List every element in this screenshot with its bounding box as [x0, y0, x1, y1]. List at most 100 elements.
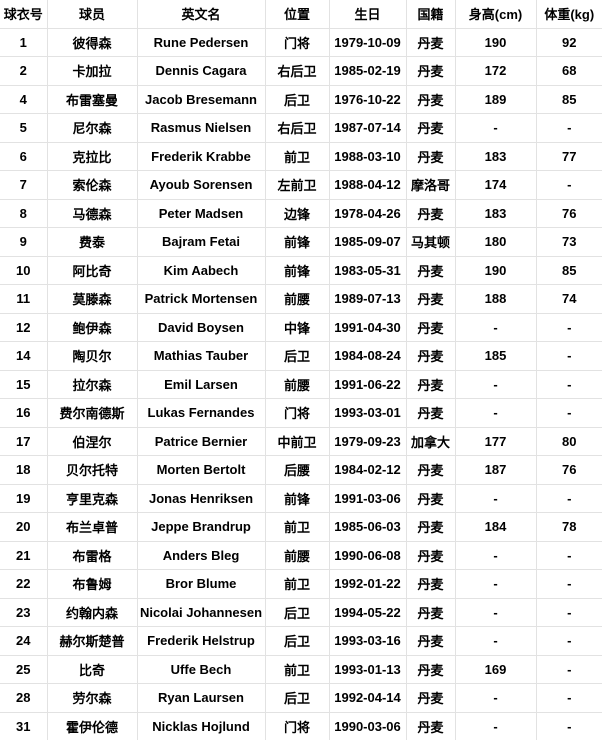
- jersey-number-cell: 16: [0, 398, 48, 428]
- jersey-number-cell: 14: [0, 341, 48, 371]
- player-name-cell: 莫滕森: [46, 284, 138, 314]
- nationality-cell: 丹麦: [405, 569, 456, 599]
- birthday-cell: 1990-06-08: [328, 540, 407, 570]
- player-name-cell: 赫尔斯楚普: [46, 626, 138, 656]
- height-cell: -: [454, 683, 537, 713]
- birthday-cell: 1991-06-22: [328, 369, 407, 399]
- height-cell: 184: [454, 512, 537, 542]
- jersey-number-cell: 1: [0, 27, 48, 57]
- weight-cell: 74: [535, 284, 602, 314]
- column-header-jersey-number: 球衣号: [0, 0, 48, 29]
- birthday-cell: 1987-07-14: [328, 113, 407, 143]
- position-cell: 前锋: [264, 483, 330, 513]
- nationality-cell: 丹麦: [405, 626, 456, 656]
- height-cell: -: [454, 597, 537, 627]
- position-cell: 右后卫: [264, 56, 330, 86]
- english-name-cell: Emil Larsen: [136, 369, 266, 399]
- english-name-cell: Rasmus Nielsen: [136, 113, 266, 143]
- player-name-cell: 布雷格: [46, 540, 138, 570]
- position-cell: 前锋: [264, 227, 330, 257]
- player-name-cell: 劳尔森: [46, 683, 138, 713]
- nationality-cell: 丹麦: [405, 398, 456, 428]
- nationality-cell: 丹麦: [405, 113, 456, 143]
- nationality-cell: 丹麦: [405, 312, 456, 342]
- height-cell: 187: [454, 455, 537, 485]
- position-cell: 左前卫: [264, 170, 330, 200]
- english-name-cell: Nicolai Johannesen: [136, 597, 266, 627]
- height-cell: 188: [454, 284, 537, 314]
- birthday-cell: 1988-03-10: [328, 141, 407, 171]
- jersey-number-cell: 10: [0, 255, 48, 285]
- height-cell: -: [454, 540, 537, 570]
- height-cell: 180: [454, 227, 537, 257]
- nationality-cell: 丹麦: [405, 141, 456, 171]
- weight-cell: -: [535, 369, 602, 399]
- nationality-cell: 丹麦: [405, 683, 456, 713]
- nationality-cell: 丹麦: [405, 512, 456, 542]
- english-name-cell: Lukas Fernandes: [136, 398, 266, 428]
- jersey-number-cell: 22: [0, 569, 48, 599]
- nationality-cell: 丹麦: [405, 597, 456, 627]
- player-name-cell: 费泰: [46, 227, 138, 257]
- player-name-cell: 布兰卓普: [46, 512, 138, 542]
- jersey-number-cell: 9: [0, 227, 48, 257]
- jersey-number-cell: 7: [0, 170, 48, 200]
- player-name-cell: 亨里克森: [46, 483, 138, 513]
- height-cell: -: [454, 398, 537, 428]
- column-header-weight: 体重(kg): [535, 0, 602, 29]
- table-row: 12 鲍伊森 David Boysen 中锋 1991-04-30 丹麦 - -: [0, 312, 602, 342]
- player-name-cell: 费尔南德斯: [46, 398, 138, 428]
- english-name-cell: Jacob Bresemann: [136, 84, 266, 114]
- weight-cell: -: [535, 398, 602, 428]
- birthday-cell: 1991-03-06: [328, 483, 407, 513]
- weight-cell: 85: [535, 84, 602, 114]
- nationality-cell: 丹麦: [405, 654, 456, 684]
- birthday-cell: 1993-03-01: [328, 398, 407, 428]
- height-cell: -: [454, 113, 537, 143]
- english-name-cell: Anders Bleg: [136, 540, 266, 570]
- player-name-cell: 尼尔森: [46, 113, 138, 143]
- birthday-cell: 1990-03-06: [328, 711, 407, 741]
- english-name-cell: Frederik Krabbe: [136, 141, 266, 171]
- table-row: 22 布鲁姆 Bror Blume 前卫 1992-01-22 丹麦 - -: [0, 569, 602, 599]
- weight-cell: -: [535, 540, 602, 570]
- english-name-cell: Ayoub Sorensen: [136, 170, 266, 200]
- birthday-cell: 1984-08-24: [328, 341, 407, 371]
- english-name-cell: Peter Madsen: [136, 198, 266, 228]
- birthday-cell: 1993-01-13: [328, 654, 407, 684]
- height-cell: 183: [454, 198, 537, 228]
- nationality-cell: 丹麦: [405, 255, 456, 285]
- column-header-nationality: 国籍: [405, 0, 456, 29]
- weight-cell: -: [535, 711, 602, 741]
- birthday-cell: 1985-06-03: [328, 512, 407, 542]
- position-cell: 后腰: [264, 455, 330, 485]
- english-name-cell: Patrick Mortensen: [136, 284, 266, 314]
- player-name-cell: 鲍伊森: [46, 312, 138, 342]
- position-cell: 前腰: [264, 284, 330, 314]
- english-name-cell: Jeppe Brandrup: [136, 512, 266, 542]
- height-cell: -: [454, 626, 537, 656]
- nationality-cell: 丹麦: [405, 369, 456, 399]
- height-cell: 190: [454, 255, 537, 285]
- english-name-cell: Jonas Henriksen: [136, 483, 266, 513]
- position-cell: 中锋: [264, 312, 330, 342]
- position-cell: 前卫: [264, 512, 330, 542]
- table-row: 5 尼尔森 Rasmus Nielsen 右后卫 1987-07-14 丹麦 - -: [0, 113, 602, 143]
- jersey-number-cell: 11: [0, 284, 48, 314]
- height-cell: 189: [454, 84, 537, 114]
- birthday-cell: 1985-09-07: [328, 227, 407, 257]
- height-cell: 169: [454, 654, 537, 684]
- jersey-number-cell: 19: [0, 483, 48, 513]
- jersey-number-cell: 25: [0, 654, 48, 684]
- jersey-number-cell: 4: [0, 84, 48, 114]
- height-cell: -: [454, 483, 537, 513]
- birthday-cell: 1976-10-22: [328, 84, 407, 114]
- weight-cell: -: [535, 483, 602, 513]
- weight-cell: 68: [535, 56, 602, 86]
- birthday-cell: 1979-10-09: [328, 27, 407, 57]
- position-cell: 后卫: [264, 626, 330, 656]
- position-cell: 右后卫: [264, 113, 330, 143]
- english-name-cell: Rune Pedersen: [136, 27, 266, 57]
- table-row: 18 贝尔托特 Morten Bertolt 后腰 1984-02-12 丹麦 187 76: [0, 455, 602, 485]
